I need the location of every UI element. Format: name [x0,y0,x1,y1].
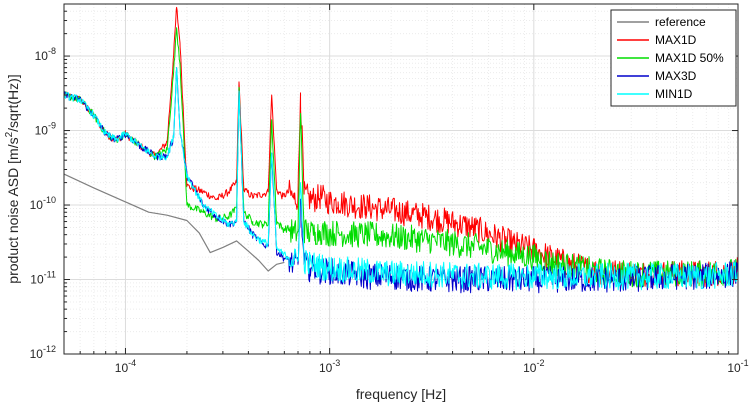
y-axis-label: product noise ASD [m/s2/sqrt(Hz)] [4,74,21,283]
x-axis-label: frequency [Hz] [356,386,446,402]
legend-entry-label: MAX1D 50% [655,51,724,65]
plot-frame [63,3,739,355]
y-tick-label: 10-10 [30,195,56,212]
legend: reference MAX1D MAX1D 50% MAX3D MIN1D [610,9,737,107]
x-tick-label: 10-2 [523,358,544,375]
series-line-reference [63,173,285,272]
series-line-min1d [63,67,739,291]
legend-box [610,9,737,107]
y-axis-ticks: 10-12 10-11 10-10 10-9 10-8 [30,46,56,361]
legend-entry-label: reference [655,15,706,29]
series-layer [63,6,739,294]
legend-entry-label: MIN1D [655,87,693,101]
minor-grid [63,3,738,354]
legend-entry-label: MAX3D [655,69,697,83]
legend-entry-label: MAX1D [655,33,697,47]
x-axis-ticks: 10-4 10-3 10-2 10-1 [115,358,749,375]
y-tick-label: 10-9 [35,121,56,138]
y-tick-label: 10-11 [30,270,56,287]
x-tick-label: 10-4 [115,358,136,375]
y-tick-label: 10-12 [30,344,56,361]
x-tick-label: 10-1 [727,358,748,375]
y-tick-label: 10-8 [35,46,56,63]
x-tick-label: 10-3 [319,358,340,375]
